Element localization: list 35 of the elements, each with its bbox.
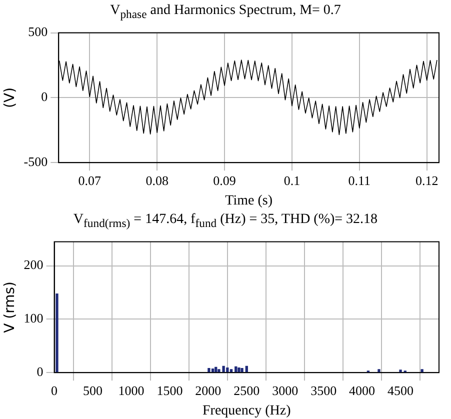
x-tick-label: 0.11 [348, 172, 371, 188]
bar [238, 367, 240, 372]
x-tick-label: 2000 [195, 382, 222, 398]
x-tick-label: 500 [83, 382, 103, 398]
y-tick-label: 0 [36, 364, 44, 380]
chart-title: V$_{fund(rms)}$ = 147.64, f$_{fund}$ (Hz) = 35, THD (%)= 32.18 [72, 211, 379, 231]
bar [420, 369, 424, 372]
x-axis-title: Time (s) [225, 193, 273, 208]
bar [399, 370, 402, 372]
x-axis-title: Frequency (Hz) [202, 403, 292, 418]
x-tick-label: 0 [51, 382, 58, 398]
x-tick-label: 0.08 [146, 172, 168, 188]
bar [378, 369, 380, 372]
x-tick-label: 2500 [234, 382, 260, 398]
x-tick-label: 3000 [272, 382, 298, 398]
bar [56, 293, 58, 372]
x-tick-label: 0.07 [78, 172, 102, 188]
bar [208, 368, 210, 372]
y-axis-title: V (rms) [2, 281, 18, 333]
x-tick-label: 0.1 [284, 172, 300, 188]
y-tick-label: 100 [24, 310, 44, 326]
y-axis-title: (V) [2, 87, 18, 108]
y-tick-label: 0 [41, 89, 48, 104]
y-tick-label: -500 [24, 154, 48, 170]
x-tick-label: 0.09 [213, 172, 236, 188]
y-tick-label: 500 [28, 24, 48, 40]
x-tick-label: 4000 [349, 382, 376, 398]
x-tick-label: 4500 [388, 382, 414, 398]
x-tick-label: 0.12 [415, 172, 438, 188]
x-tick-label: 1500 [156, 382, 183, 398]
x-tick-label: 3500 [310, 382, 337, 398]
chart-title: V$_{phase}$ and Harmonics Spectrum, M= 0.7 [109, 2, 342, 22]
x-tick-label: 1000 [118, 382, 144, 398]
bar [240, 368, 244, 372]
y-tick-label: 200 [24, 257, 44, 272]
